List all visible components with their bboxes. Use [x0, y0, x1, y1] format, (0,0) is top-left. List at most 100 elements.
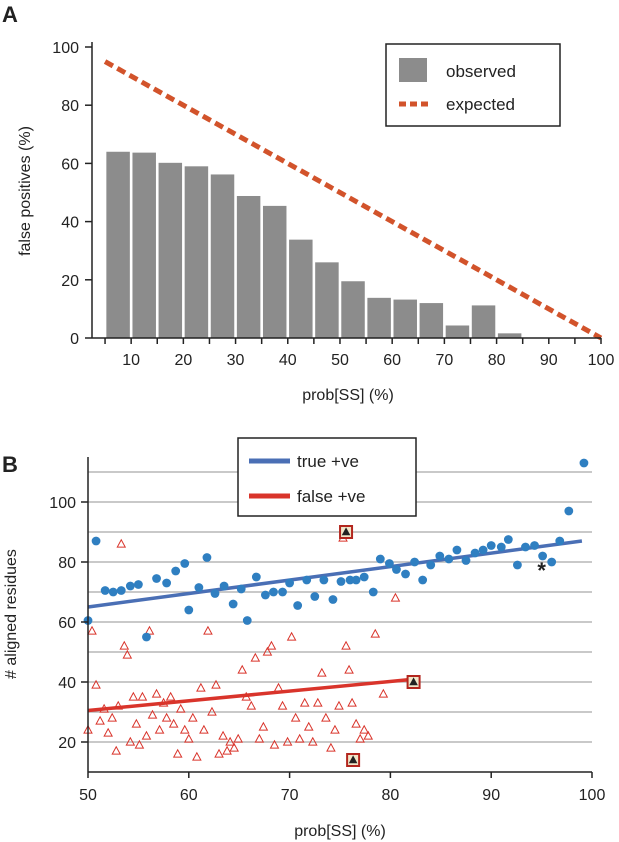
x-tick-label: 100 — [579, 787, 606, 804]
point-false-positive — [286, 631, 297, 641]
point-false-positive — [125, 736, 136, 746]
point-true-positive — [359, 572, 369, 582]
legend-label-observed: observed — [446, 62, 516, 81]
point-false-positive — [134, 739, 145, 749]
point-false-positive — [290, 712, 301, 722]
point-false-positive — [196, 682, 206, 692]
point-false-positive — [344, 664, 354, 674]
point-true-positive — [410, 557, 419, 567]
x-tick-label: 80 — [488, 352, 506, 369]
bar-observed — [184, 166, 209, 338]
point-false-positive — [172, 748, 183, 758]
point-false-positive — [254, 733, 265, 743]
x-tick-label: 100 — [588, 352, 615, 369]
point-false-positive — [229, 742, 239, 752]
point-false-positive — [161, 712, 172, 722]
point-true-positive — [116, 586, 126, 595]
point-false-positive — [390, 592, 401, 602]
point-false-positive — [151, 688, 162, 698]
point-true-positive — [513, 560, 522, 570]
point-false-positive — [370, 628, 381, 638]
point-true-positive — [194, 583, 204, 592]
point-false-positive — [351, 718, 361, 728]
point-true-positive — [251, 572, 261, 582]
bar-observed — [445, 325, 470, 338]
point-false-positive — [262, 646, 273, 656]
x-tick-label: 10 — [122, 352, 140, 369]
panel-a-chart: A 0 20 40 60 80 100 10 20 30 40 50 60 70 80 90 100 obse… — [2, 2, 614, 404]
point-false-positive — [131, 718, 142, 728]
bar-observed — [497, 333, 522, 338]
point-false-positive — [303, 721, 314, 731]
x-tick-label: 60 — [180, 787, 198, 804]
point-true-positive — [100, 586, 110, 595]
point-false-positive — [246, 700, 257, 710]
point-false-positive — [218, 730, 228, 740]
point-true-positive — [162, 578, 172, 588]
point-true-positive — [242, 616, 252, 625]
point-false-positive — [95, 715, 105, 725]
point-false-positive — [347, 697, 357, 707]
point-true-positive — [486, 541, 496, 550]
point-false-positive — [273, 682, 284, 692]
panel-a-xlabel: prob[SS] (%) — [302, 387, 394, 404]
point-highlighted — [409, 677, 418, 686]
point-true-positive — [134, 580, 143, 589]
point-false-positive — [341, 640, 351, 650]
point-false-positive — [111, 745, 122, 755]
point-true-positive — [236, 584, 246, 594]
x-tick-label: 50 — [79, 787, 97, 804]
point-false-positive — [359, 724, 370, 734]
panel-a-ylabel: false positives (%) — [17, 126, 34, 256]
panel-a-label: A — [2, 2, 18, 27]
x-tick-label: 60 — [383, 352, 401, 369]
point-false-positive — [99, 703, 109, 713]
point-false-positive — [107, 712, 118, 722]
point-true-positive — [293, 601, 303, 610]
point-true-positive — [180, 559, 190, 568]
expected-line — [103, 59, 603, 341]
point-true-positive — [470, 548, 480, 558]
point-false-positive — [363, 730, 374, 740]
y-tick-label: 40 — [61, 215, 79, 232]
y-tick-label: 100 — [49, 495, 76, 512]
x-tick-label: 70 — [281, 787, 299, 804]
point-true-positive — [142, 632, 151, 642]
point-highlighted — [341, 527, 351, 536]
bar-observed — [132, 152, 156, 338]
fit-line-true — [87, 539, 583, 609]
bar-observed — [210, 174, 235, 338]
point-false-positive — [116, 538, 127, 548]
point-true-positive — [384, 559, 394, 568]
point-true-positive — [269, 587, 278, 597]
point-true-positive — [125, 581, 135, 591]
point-false-positive — [175, 703, 186, 713]
point-true-positive — [228, 599, 238, 609]
point-true-positive — [452, 545, 462, 555]
point-false-positive — [241, 691, 252, 701]
x-tick-label: 90 — [482, 787, 500, 804]
x-tick-label: 20 — [174, 352, 192, 369]
y-tick-label: 60 — [58, 615, 76, 632]
point-false-positive — [321, 712, 331, 722]
point-false-positive — [277, 700, 288, 710]
point-true-positive — [285, 578, 294, 588]
point-false-positive — [147, 709, 158, 719]
y-tick-label: 60 — [61, 156, 79, 173]
point-false-positive — [154, 724, 165, 734]
bar-observed — [289, 239, 313, 338]
point-true-positive — [435, 551, 445, 561]
point-true-positive — [418, 575, 428, 585]
legend-swatch-observed — [399, 58, 427, 82]
point-true-positive — [401, 569, 410, 579]
point-false-positive — [225, 736, 235, 746]
x-tick-label: 50 — [331, 352, 349, 369]
point-false-positive — [222, 745, 232, 755]
y-tick-label: 20 — [61, 273, 79, 290]
x-tick-label: 40 — [279, 352, 297, 369]
point-true-positive — [219, 581, 229, 591]
point-true-positive — [91, 536, 101, 546]
bar-observed — [341, 281, 365, 338]
point-true-positive — [210, 589, 220, 598]
